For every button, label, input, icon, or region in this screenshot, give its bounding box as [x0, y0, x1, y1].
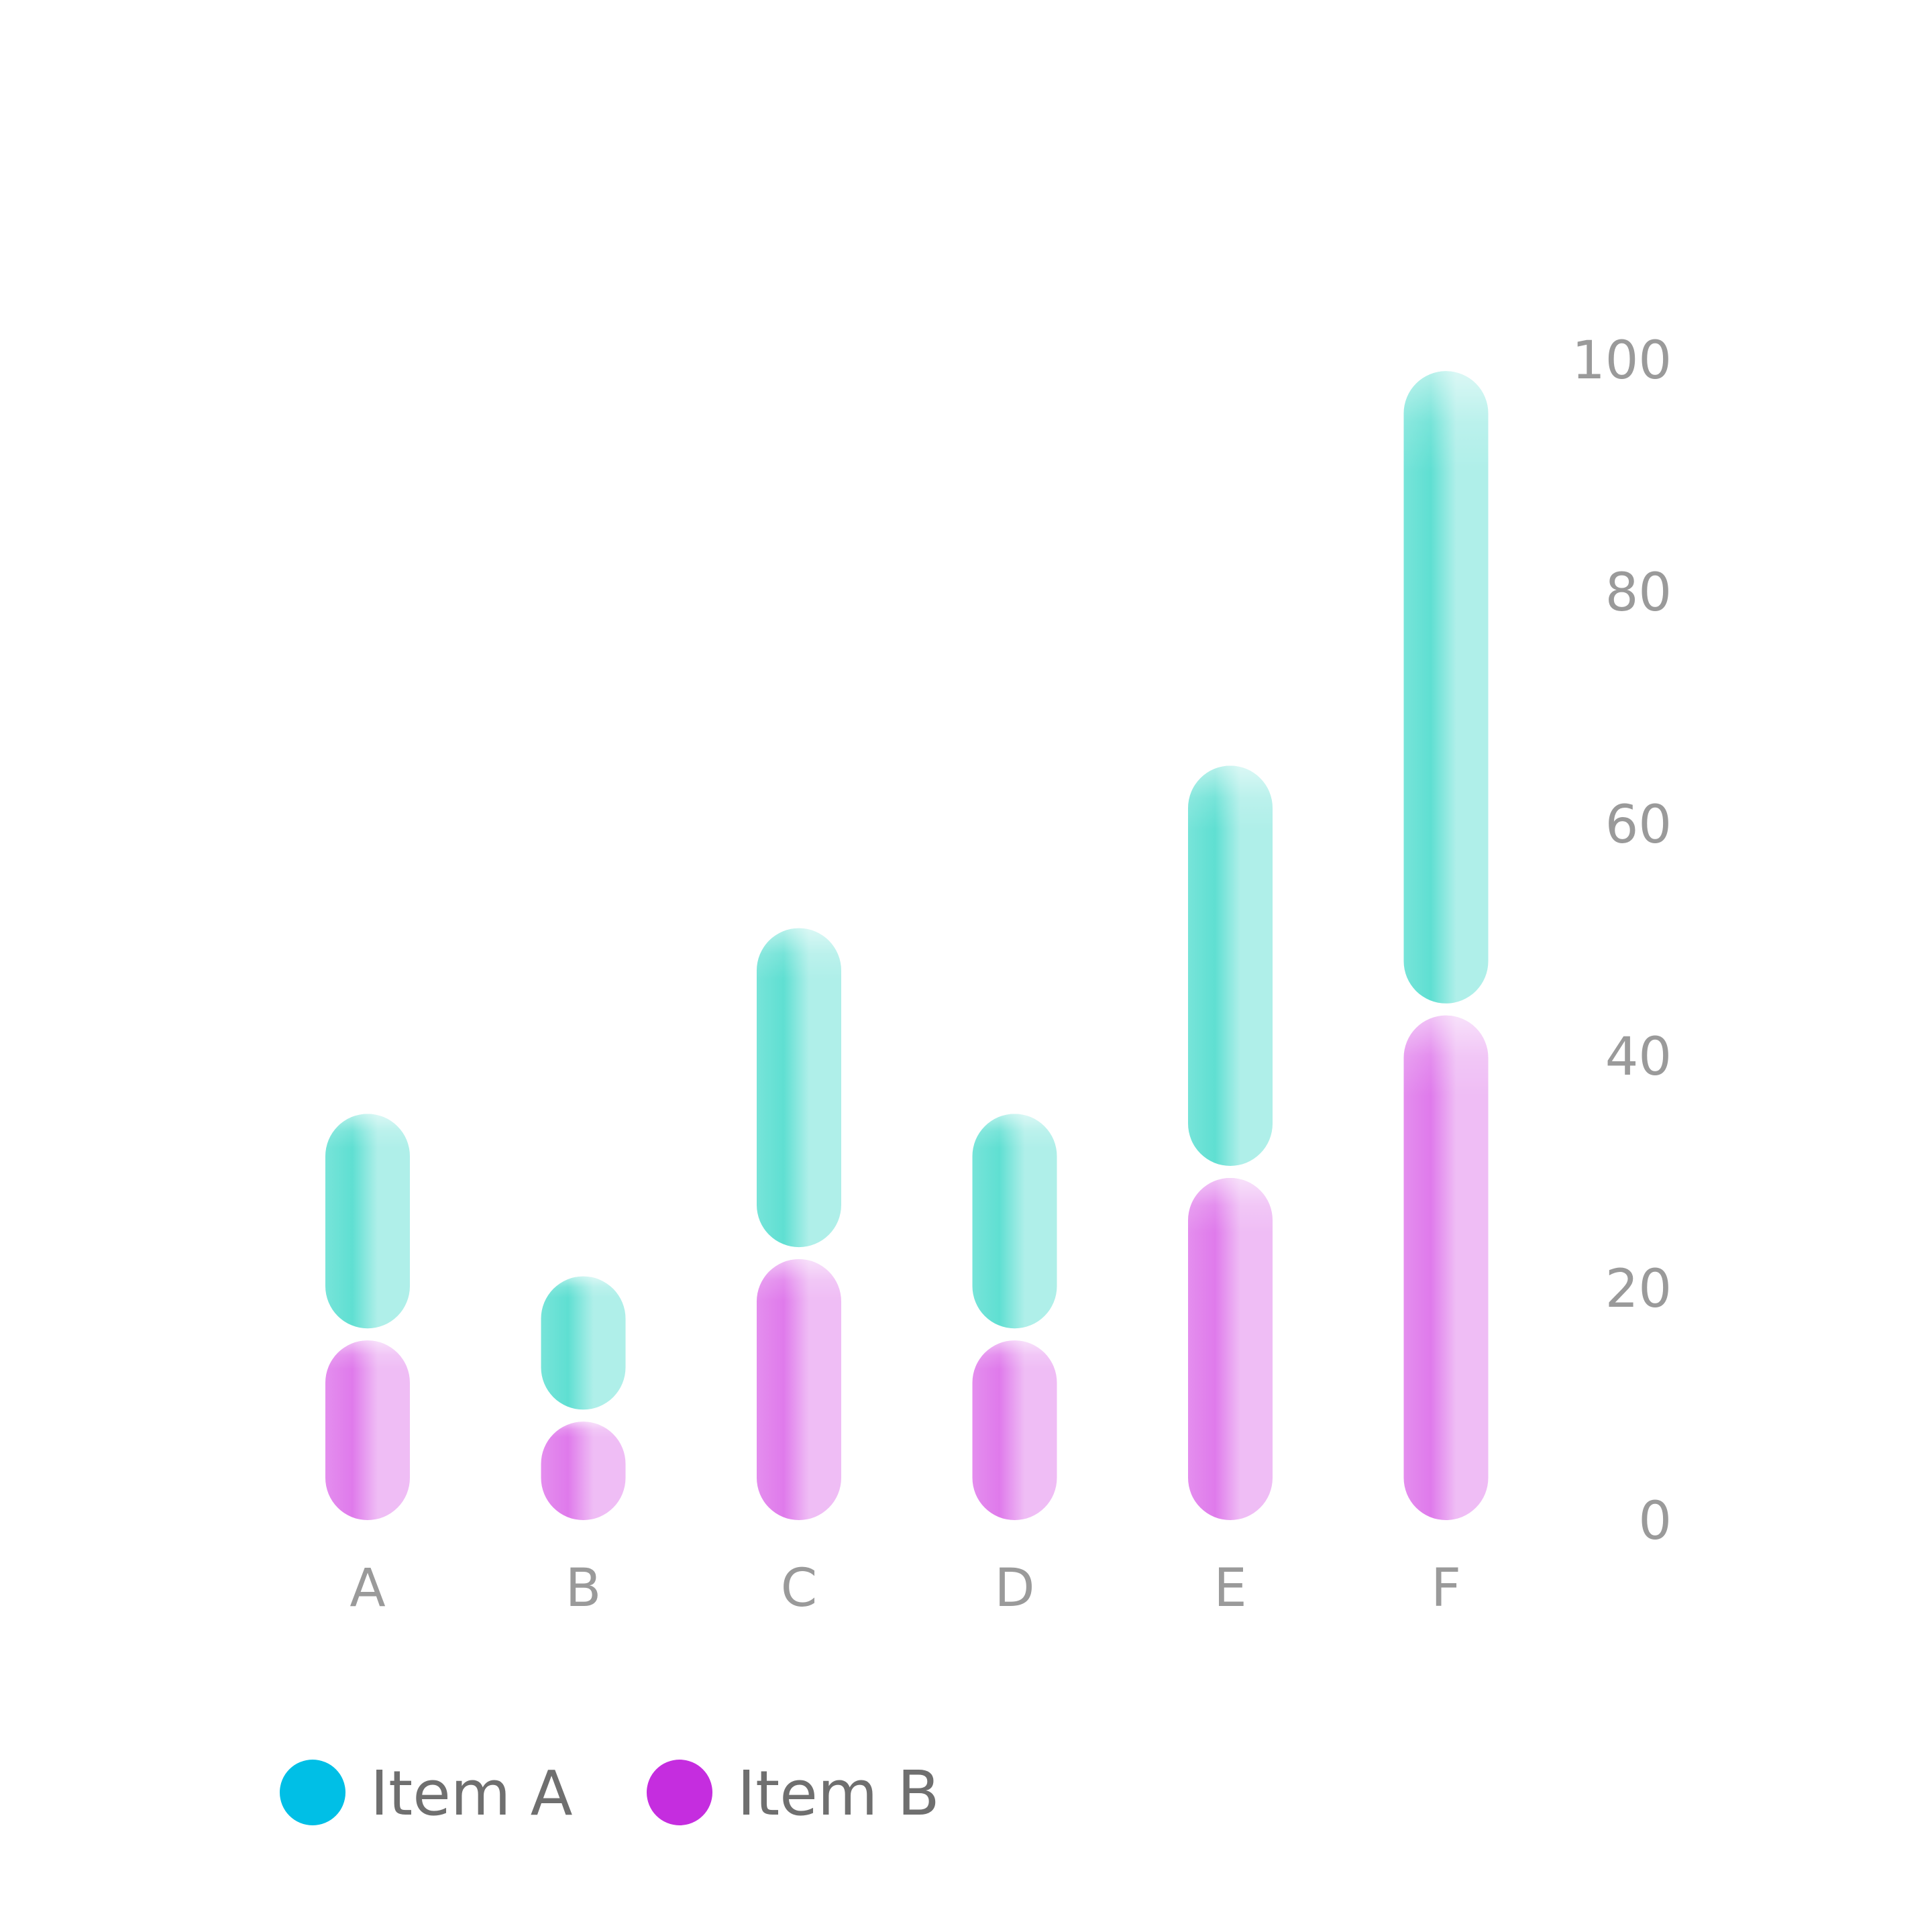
- x-tick-label: B: [566, 1558, 602, 1619]
- y-tick-label: 100: [1572, 331, 1672, 391]
- bar-item-a-e: [1188, 765, 1273, 1166]
- x-tick-label: F: [1431, 1558, 1461, 1619]
- bars-layer: [325, 371, 1489, 1520]
- bar-highlight: [1403, 1015, 1489, 1520]
- x-tick-label: E: [1214, 1558, 1246, 1619]
- bar-item-a-c: [757, 928, 841, 1248]
- bar-item-b-b: [541, 1421, 626, 1520]
- legend-swatch: [280, 1760, 345, 1825]
- legend-item-item-a: Item A: [280, 1758, 573, 1829]
- bar-highlight: [1188, 1178, 1273, 1520]
- y-tick-label: 40: [1605, 1027, 1672, 1087]
- bar-highlight: [757, 1259, 841, 1520]
- y-axis-ticks: 0 20 40 60 80 100: [1572, 331, 1672, 1552]
- bar-item-a-b: [541, 1276, 626, 1410]
- bar-highlight: [1188, 765, 1273, 1166]
- y-tick-label: 20: [1605, 1259, 1672, 1320]
- x-tick-label: A: [350, 1558, 385, 1619]
- legend-swatch: [647, 1760, 712, 1825]
- bar-highlight: [757, 928, 841, 1248]
- chart-legend: Item A Item B: [280, 1758, 940, 1829]
- x-tick-label: D: [994, 1558, 1034, 1619]
- legend-label: Item A: [370, 1758, 573, 1829]
- bar-highlight: [325, 1114, 410, 1329]
- bar-item-a-f: [1403, 371, 1489, 1004]
- x-axis-ticks: A B C D E F: [350, 1558, 1461, 1619]
- bar-highlight: [541, 1276, 626, 1410]
- bar-item-b-e: [1188, 1178, 1273, 1520]
- bar-highlight: [541, 1421, 626, 1520]
- x-tick-label: C: [781, 1558, 817, 1619]
- y-tick-label: 60: [1605, 795, 1672, 855]
- bar-item-b-d: [972, 1340, 1057, 1520]
- bar-item-b-f: [1403, 1015, 1489, 1520]
- bar-item-a-a: [325, 1114, 410, 1329]
- bar-highlight: [325, 1340, 410, 1520]
- legend-item-item-b: Item B: [647, 1758, 940, 1829]
- bar-item-b-c: [757, 1259, 841, 1520]
- bar-highlight: [972, 1340, 1057, 1520]
- y-tick-label: 0: [1638, 1491, 1672, 1552]
- bar-highlight: [1403, 371, 1489, 1004]
- legend-label: Item B: [737, 1758, 940, 1829]
- y-tick-label: 80: [1605, 563, 1672, 623]
- bar-item-a-d: [972, 1114, 1057, 1329]
- bar-item-b-a: [325, 1340, 410, 1520]
- bar-highlight: [972, 1114, 1057, 1329]
